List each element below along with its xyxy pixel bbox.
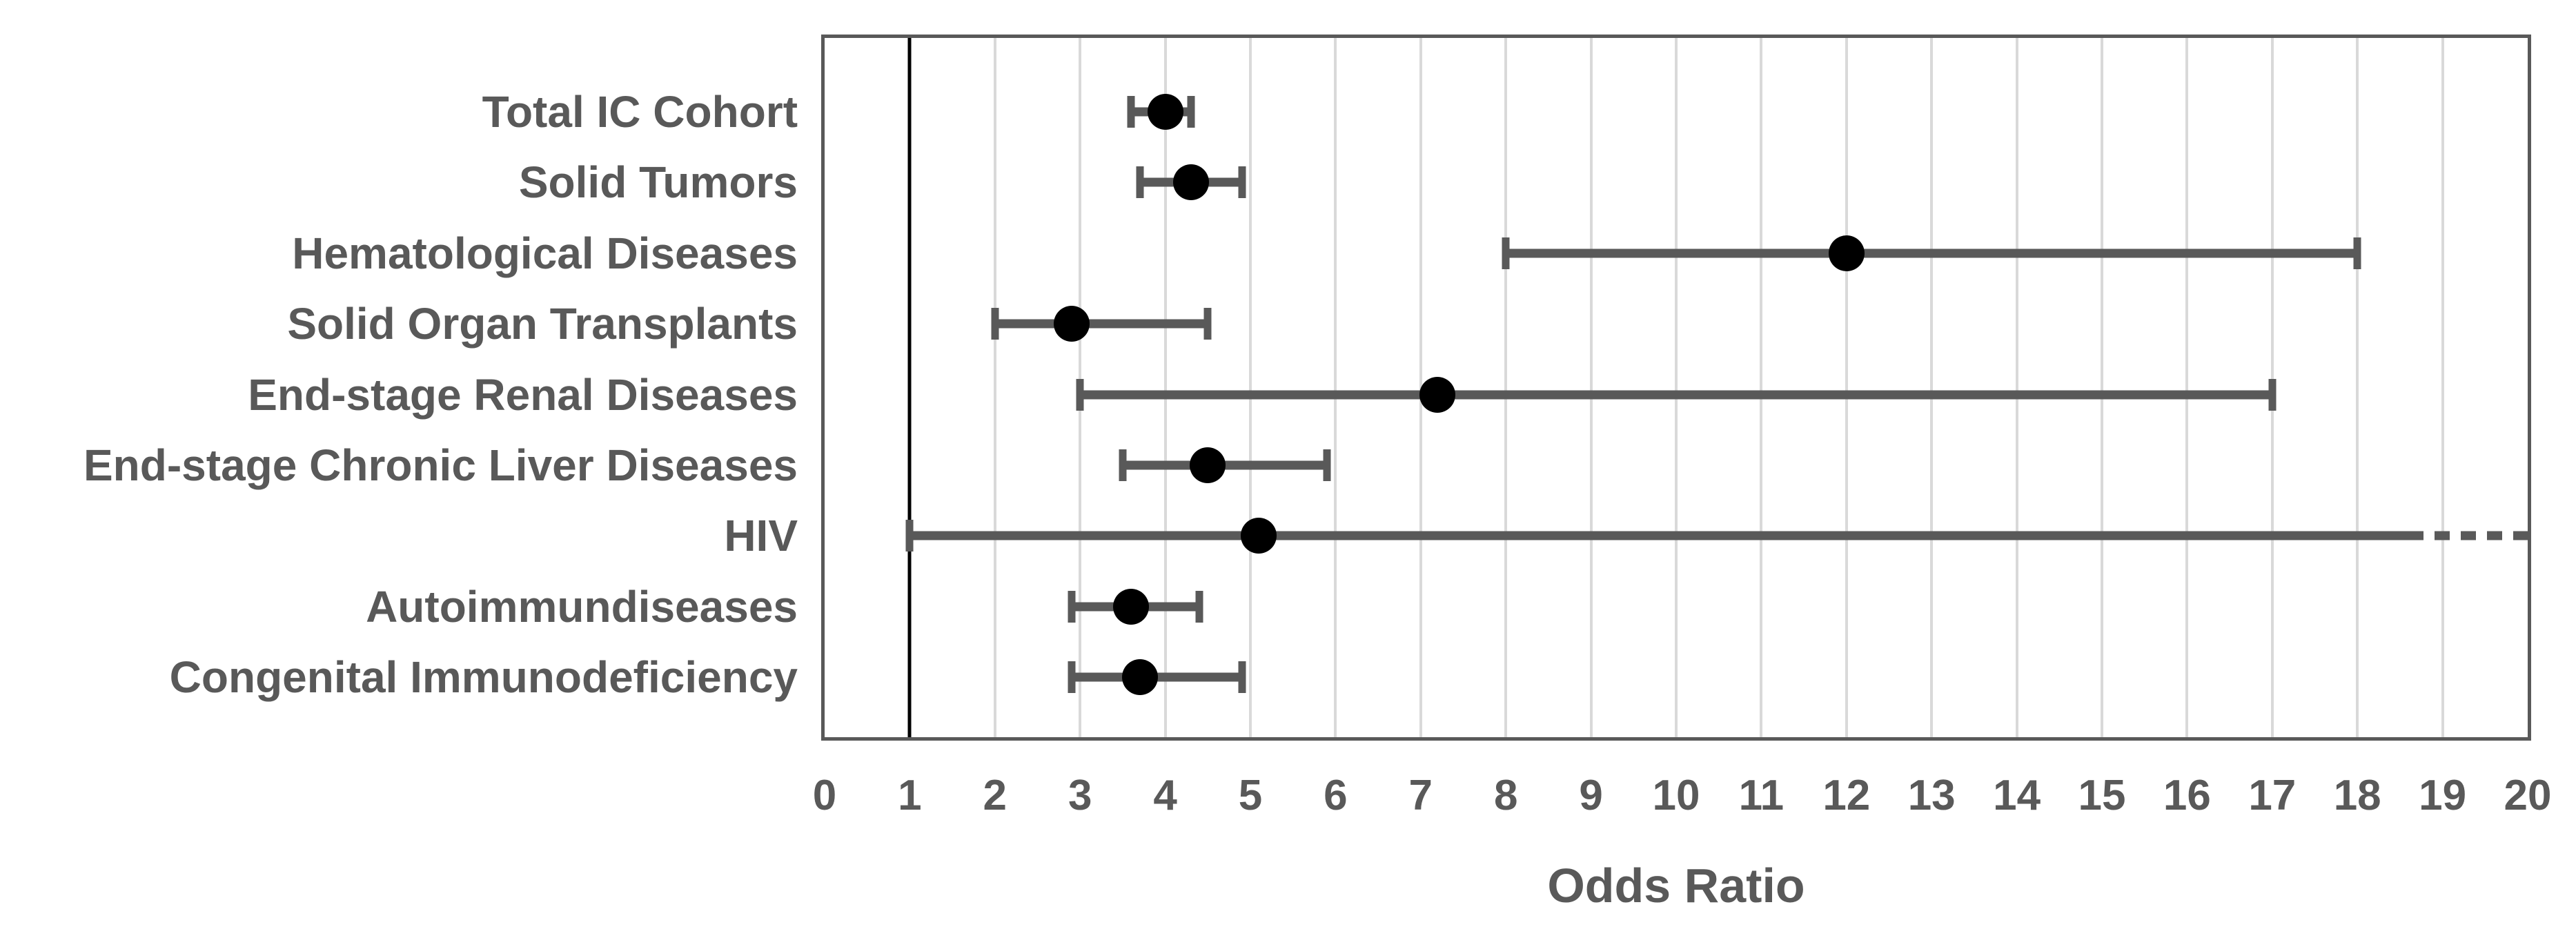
x-tick-label: 7 xyxy=(1408,772,1433,819)
x-tick-label: 5 xyxy=(1238,772,1263,819)
reference-line-or-1 xyxy=(907,38,912,737)
gridline xyxy=(1163,38,1167,737)
x-tick-label: 6 xyxy=(1324,772,1348,819)
ci-cap-high xyxy=(1323,449,1331,482)
x-axis-title: Odds Ratio xyxy=(1547,859,1805,913)
x-tick-label: 9 xyxy=(1579,772,1603,819)
x-tick-label: 2 xyxy=(983,772,1007,819)
x-tick-label: 10 xyxy=(1652,772,1700,819)
ci-bar xyxy=(994,319,1208,329)
gridline xyxy=(2441,38,2444,737)
x-tick-label: 4 xyxy=(1153,772,1177,819)
ci-cap-low xyxy=(1119,449,1127,482)
x-tick-label: 0 xyxy=(812,772,837,819)
odds-ratio-marker xyxy=(1113,588,1150,625)
plot-area xyxy=(821,35,2531,741)
ci-cap-high xyxy=(1203,308,1212,340)
category-label: Autoimmundiseases xyxy=(366,581,798,632)
category-label: End-stage Chronic Liver Diseases xyxy=(83,440,798,491)
odds-ratio-marker xyxy=(1828,235,1865,271)
ci-cap-high xyxy=(1187,95,1195,128)
ci-bar xyxy=(1506,248,2358,258)
x-tick-label: 20 xyxy=(2504,772,2552,819)
odds-ratio-marker xyxy=(1147,93,1183,130)
ci-cap-low xyxy=(1068,661,1076,694)
gridline xyxy=(2101,38,2103,737)
gridline xyxy=(1504,38,1508,737)
gridline xyxy=(2015,38,2018,737)
x-tick-label: 12 xyxy=(1822,772,1871,819)
x-tick-label: 16 xyxy=(2163,772,2211,819)
ci-cap-high xyxy=(1238,661,1246,694)
ci-bar xyxy=(1080,390,2272,400)
ci-cap-high xyxy=(2353,237,2361,269)
x-tick-label: 14 xyxy=(1993,772,2041,819)
x-tick-label: 3 xyxy=(1068,772,1092,819)
odds-ratio-marker xyxy=(1190,447,1226,484)
category-label: Hematological Diseases xyxy=(292,228,798,278)
category-label: HIV xyxy=(724,511,798,561)
ci-bar xyxy=(910,531,2409,540)
x-tick-label: 18 xyxy=(2333,772,2381,819)
ci-cap-low xyxy=(991,308,999,340)
x-tick-label: 8 xyxy=(1493,772,1518,819)
x-tick-label: 15 xyxy=(2078,772,2126,819)
odds-ratio-marker xyxy=(1241,518,1277,554)
ci-cap-low xyxy=(1127,95,1135,128)
odds-ratio-marker xyxy=(1053,306,1090,342)
gridline xyxy=(1675,38,1678,737)
category-label: Solid Organ Transplants xyxy=(287,299,798,349)
ci-bar-dotted-extension xyxy=(2408,531,2528,540)
category-label: Congenital Immunodeficiency xyxy=(169,652,798,703)
gridline xyxy=(2356,38,2359,737)
ci-cap-low xyxy=(905,520,914,552)
ci-cap-low xyxy=(1136,166,1144,199)
odds-ratio-marker xyxy=(1419,376,1456,413)
gridline xyxy=(2185,38,2189,737)
x-tick-label: 1 xyxy=(898,772,922,819)
gridline xyxy=(1845,38,1848,737)
ci-cap-low xyxy=(1076,378,1084,411)
gridline xyxy=(1760,38,1763,737)
gridline xyxy=(1249,38,1252,737)
x-tick-label: 19 xyxy=(2419,772,2467,819)
ci-cap-high xyxy=(1195,590,1203,623)
x-tick-label: 13 xyxy=(1907,772,1956,819)
ci-cap-high xyxy=(1238,166,1246,199)
gridline xyxy=(1589,38,1593,737)
x-tick-label: 11 xyxy=(1738,772,1784,819)
ci-cap-high xyxy=(2268,378,2277,411)
category-label: End-stage Renal Diseases xyxy=(248,369,798,420)
x-tick-label: 17 xyxy=(2248,772,2297,819)
ci-cap-low xyxy=(1502,237,1510,269)
odds-ratio-marker xyxy=(1172,164,1209,201)
gridline xyxy=(993,38,996,737)
ci-cap-low xyxy=(1068,590,1076,623)
category-label: Total IC Cohort xyxy=(482,86,798,137)
gridline xyxy=(1334,38,1337,737)
gridline xyxy=(1930,38,1934,737)
odds-ratio-marker xyxy=(1121,659,1158,696)
category-label: Solid Tumors xyxy=(518,157,798,208)
